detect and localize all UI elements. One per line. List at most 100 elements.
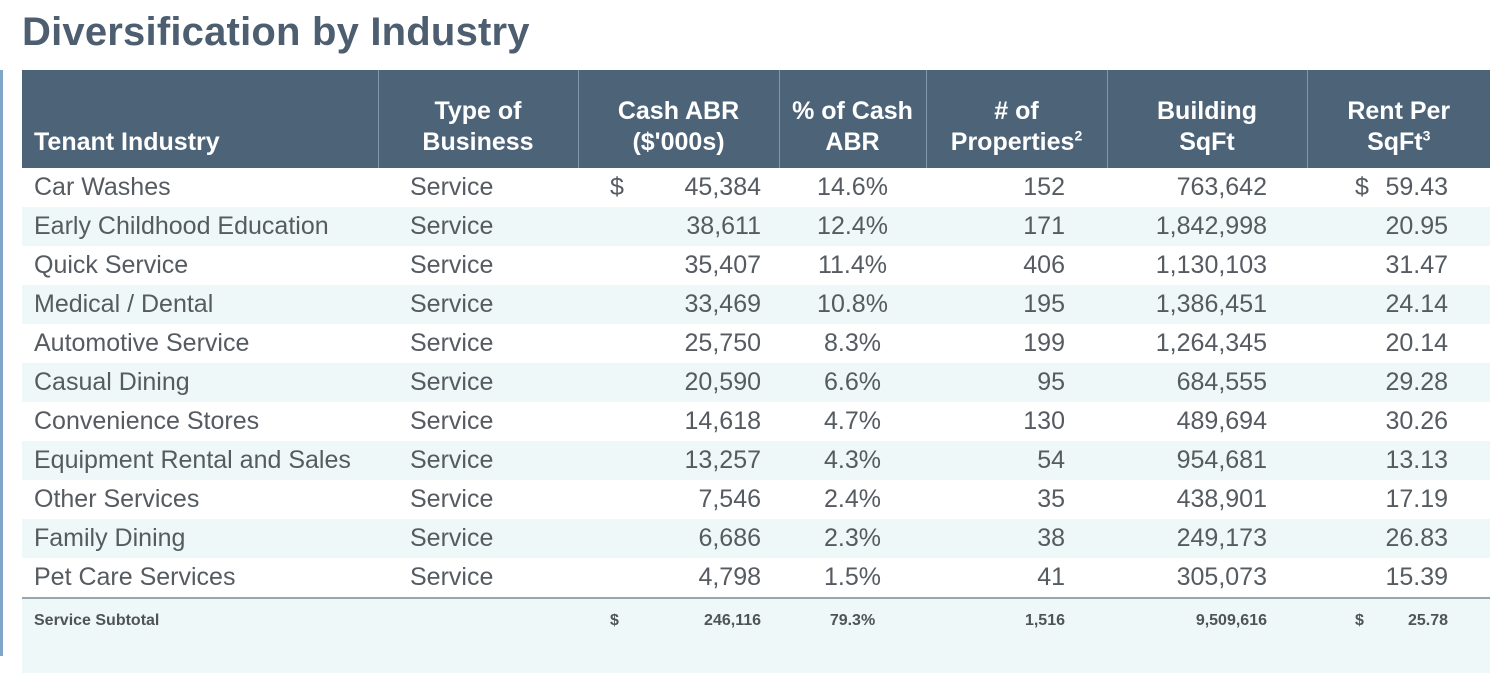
table-row: Medical / Dental Service 33,469 10.8% 19… [22, 285, 1490, 324]
table-row: Quick Service Service 35,407 11.4% 406 1… [22, 246, 1490, 285]
header-type-line1: Type of [434, 97, 522, 125]
cell-type-of-business: Service [410, 212, 494, 240]
header-props-line1: # of [994, 97, 1039, 125]
cell-cash-abr: 6,686 [578, 519, 779, 558]
cell-building-sqft: 1,130,103 [1155, 251, 1267, 279]
cell-abr-value: 13,257 [684, 446, 761, 474]
cell-type-of-business: Service [410, 563, 494, 591]
cell-rent-value: 59.43 [1385, 173, 1448, 201]
cell-rent-value: 26.83 [1385, 524, 1448, 552]
cell-num-properties: 95 [1037, 368, 1065, 396]
cell-num-properties: 38 [1037, 524, 1065, 552]
cell-rent-dollar-sign: $ [1355, 173, 1369, 201]
header-tenant-industry-label: Tenant Industry [34, 128, 220, 156]
cell-building-sqft: 489,694 [1176, 407, 1267, 435]
cell-type-of-business: Service [410, 446, 494, 474]
header-pct-line2: ABR [825, 128, 880, 156]
header-rent-line1: Rent Per [1347, 97, 1451, 125]
cell-cash-abr: 33,469 [578, 285, 779, 324]
table-row: Automotive Service Service 25,750 8.3% 1… [22, 324, 1490, 363]
cell-type-of-business: Service [410, 173, 494, 201]
cell-cash-abr: 20,590 [578, 363, 779, 402]
cell-cash-abr: 35,407 [578, 246, 779, 285]
cell-abr-value: 7,546 [698, 485, 761, 513]
cell-abr-value: 45,384 [684, 173, 761, 201]
cell-rent-per-sqft: 31.47 [1307, 246, 1490, 285]
cell-rent-value: 15.39 [1385, 563, 1448, 591]
cell-num-properties: 41 [1037, 563, 1065, 591]
subtotal-abr-value: 246,116 [704, 612, 761, 629]
cell-num-properties: 199 [1023, 329, 1065, 357]
cell-type-of-business: Service [410, 290, 494, 318]
subtotal-abr-dollar-sign: $ [610, 612, 619, 629]
cell-pct-cash-abr: 8.3% [824, 329, 881, 357]
cell-num-properties: 35 [1037, 485, 1065, 513]
industry-table-container: Tenant Industry Type of Business Cash AB… [22, 70, 1490, 673]
cell-num-properties: 130 [1023, 407, 1065, 435]
cell-tenant-industry: Family Dining [34, 524, 186, 552]
table-footer: Service Subtotal $246,116 79.3% 1,516 9,… [22, 598, 1490, 673]
subtotal-num-properties: 1,516 [1024, 612, 1065, 629]
left-accent-bar [0, 70, 3, 656]
cell-tenant-industry: Quick Service [34, 251, 189, 279]
header-type-of-business: Type of Business [378, 70, 579, 168]
cell-abr-value: 25,750 [684, 329, 761, 357]
header-cash-abr: Cash ABR ($'000s) [578, 70, 780, 168]
cell-tenant-industry: Automotive Service [34, 329, 250, 357]
cell-pct-cash-abr: 14.6% [817, 173, 888, 201]
cell-num-properties: 406 [1023, 251, 1065, 279]
cell-tenant-industry: Early Childhood Education [34, 212, 329, 240]
cell-tenant-industry: Medical / Dental [34, 290, 214, 318]
header-props-line2: Properties [950, 128, 1075, 156]
cell-rent-value: 13.13 [1385, 446, 1448, 474]
cell-tenant-industry: Equipment Rental and Sales [34, 446, 351, 474]
table-row: Equipment Rental and Sales Service 13,25… [22, 441, 1490, 480]
cell-building-sqft: 305,073 [1176, 563, 1267, 591]
header-type-line2: Business [422, 128, 534, 156]
cell-building-sqft: 438,901 [1176, 485, 1267, 513]
header-num-properties: # of Properties2 [926, 70, 1108, 168]
cell-tenant-industry: Pet Care Services [34, 563, 236, 591]
header-sqft-line1: Building [1157, 97, 1257, 125]
cell-rent-value: 17.19 [1385, 485, 1448, 513]
cell-cash-abr: 4,798 [578, 558, 779, 598]
cell-pct-cash-abr: 1.5% [824, 563, 881, 591]
cell-type-of-business: Service [410, 329, 494, 357]
cell-num-properties: 54 [1037, 446, 1065, 474]
cell-type-of-business: Service [410, 407, 494, 435]
cell-rent-value: 29.28 [1385, 368, 1448, 396]
cell-pct-cash-abr: 4.7% [824, 407, 881, 435]
cell-rent-per-sqft: 26.83 [1307, 519, 1490, 558]
footnote-2-marker: 2 [1074, 127, 1083, 144]
cell-rent-per-sqft: 29.28 [1307, 363, 1490, 402]
cell-pct-cash-abr: 2.3% [824, 524, 881, 552]
cell-building-sqft: 684,555 [1176, 368, 1267, 396]
cell-rent-per-sqft: 30.26 [1307, 402, 1490, 441]
table-row: Other Services Service 7,546 2.4% 35 438… [22, 480, 1490, 519]
cell-abr-value: 33,469 [684, 290, 761, 318]
page-title: Diversification by Industry [22, 10, 530, 54]
industry-table: Tenant Industry Type of Business Cash AB… [22, 70, 1490, 673]
cell-rent-per-sqft: 24.14 [1307, 285, 1490, 324]
table-bottom-spacer [22, 643, 1490, 673]
cell-num-properties: 171 [1023, 212, 1065, 240]
cell-tenant-industry: Car Washes [34, 173, 171, 201]
cell-cash-abr: 7,546 [578, 480, 779, 519]
table-row: Casual Dining Service 20,590 6.6% 95 684… [22, 363, 1490, 402]
cell-pct-cash-abr: 6.6% [824, 368, 881, 396]
cell-rent-per-sqft: $59.43 [1307, 168, 1490, 207]
cell-tenant-industry: Other Services [34, 485, 200, 513]
header-abr-line2: ($'000s) [632, 128, 725, 156]
spacer-cell [22, 643, 1490, 673]
subtotal-type-empty [378, 598, 578, 643]
table-row: Family Dining Service 6,686 2.3% 38 249,… [22, 519, 1490, 558]
header-pct-cash-abr: % of Cash ABR [779, 70, 927, 168]
cell-cash-abr: 14,618 [578, 402, 779, 441]
cell-type-of-business: Service [410, 368, 494, 396]
cell-abr-dollar-sign: $ [610, 173, 624, 201]
subtotal-pct-cash-abr: 79.3% [829, 612, 876, 629]
cell-rent-per-sqft: 20.14 [1307, 324, 1490, 363]
subtotal-label: Service Subtotal [34, 612, 160, 629]
subtotal-building-sqft: 9,509,616 [1195, 612, 1267, 629]
cell-building-sqft: 954,681 [1176, 446, 1267, 474]
